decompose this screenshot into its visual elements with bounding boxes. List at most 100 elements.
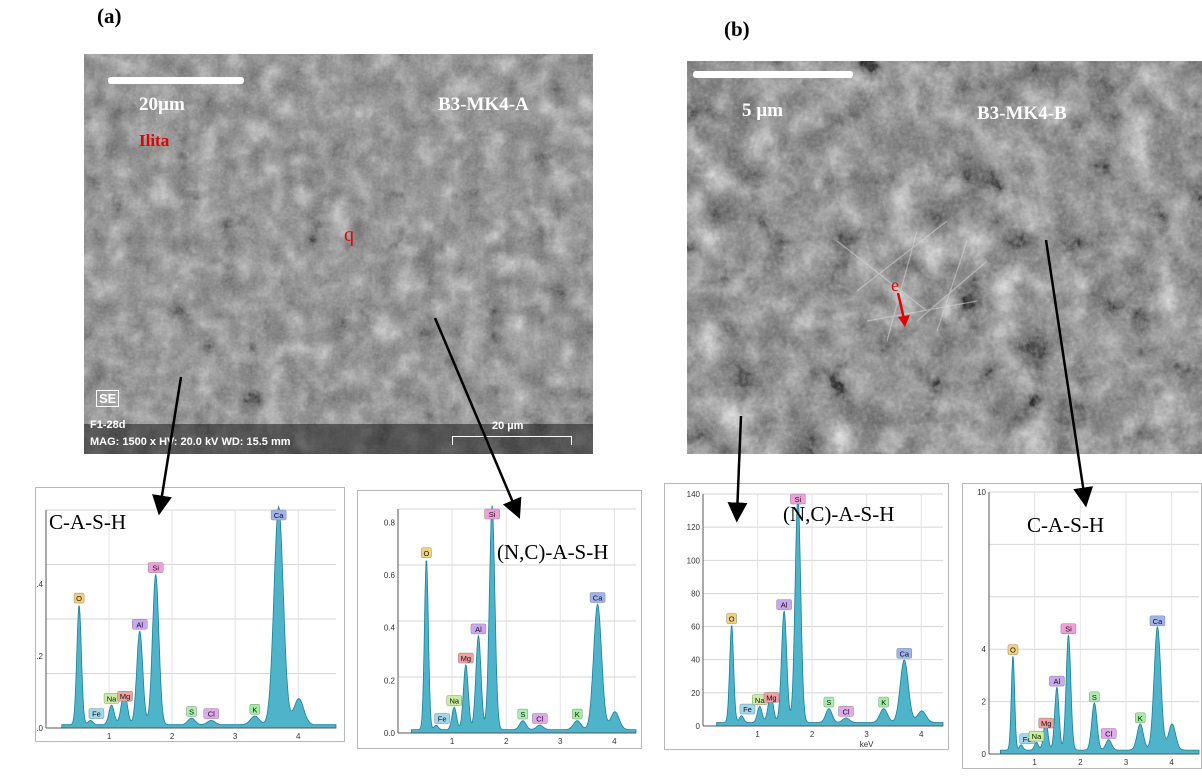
svg-text:K: K xyxy=(575,710,580,719)
y-tick-label: 0.6 xyxy=(384,571,396,580)
x-tick-label: 4 xyxy=(919,730,924,739)
peak-tag-al: Al xyxy=(776,599,792,610)
scale-label: 20µm xyxy=(139,94,185,115)
peak-tag-si: Si xyxy=(1060,623,1077,634)
peak-tag-s: S xyxy=(517,708,529,720)
peak-tag-fe: Fe xyxy=(88,708,105,719)
y-tick-label: 0.8 xyxy=(384,518,396,527)
peak-tag-mg: Mg xyxy=(1038,717,1054,729)
x-tick-label: 2 xyxy=(170,732,175,741)
svg-text:Fe: Fe xyxy=(743,705,752,714)
y-tick-label: 0.0 xyxy=(36,724,44,733)
svg-text:S: S xyxy=(826,698,831,707)
scale-bar-b xyxy=(693,71,853,78)
svg-text:Fe: Fe xyxy=(1023,735,1032,744)
svg-text:O: O xyxy=(423,549,429,558)
peak-tag-mg: Mg xyxy=(117,690,133,702)
svg-text:Al: Al xyxy=(475,625,482,634)
x-tick-label: 3 xyxy=(233,732,238,741)
phase-label-3: (N,C)-A-S-H xyxy=(783,502,895,526)
svg-text:Mg: Mg xyxy=(766,693,776,702)
specimen-label: F1-28d xyxy=(90,419,126,431)
svg-text:Na: Na xyxy=(107,694,117,703)
sem-texture-a xyxy=(84,54,593,454)
y-tick-label: 4 xyxy=(982,645,987,654)
scale-bar xyxy=(108,77,244,84)
peak-tag-al: Al xyxy=(131,619,148,630)
phase-label-4: C-A-S-H xyxy=(1027,513,1104,537)
eds-spectrum-3: 1 2 3 4 keV 0 20 40 60 80 100 120 140 O Fe Na Mg Al Si S Cl K… xyxy=(664,483,949,750)
svg-text:Fe: Fe xyxy=(438,715,447,724)
inner-scale-bar xyxy=(452,436,572,445)
y-tick-label: 0.2 xyxy=(36,652,44,661)
svg-text:Mg: Mg xyxy=(461,654,471,663)
y-tick-label: 140 xyxy=(687,490,701,499)
y-tick-label: 2 xyxy=(982,698,987,707)
inner-scale-label: 20 µm xyxy=(492,420,524,432)
x-tick-label: 4 xyxy=(296,732,301,741)
arrow-a-2 xyxy=(433,317,522,519)
panel-b-label: (b) xyxy=(724,17,750,41)
peak-tag-si: Si xyxy=(147,562,164,573)
peak-tag-fe: Fe xyxy=(434,713,450,724)
peak-tag-si: Si xyxy=(790,493,806,505)
y-tick-label: 0.2 xyxy=(384,676,396,685)
peak-tag-k: K xyxy=(571,708,583,720)
y-tick-label: 0.4 xyxy=(36,580,44,589)
x-axis-label: keV xyxy=(553,747,567,748)
svg-text:Cl: Cl xyxy=(842,707,849,716)
svg-text:S: S xyxy=(189,707,194,716)
x-axis-label: keV xyxy=(860,740,874,749)
scale-label-b: 5 µm xyxy=(742,100,784,121)
x-tick-label: 3 xyxy=(558,737,563,746)
spectrum-trace xyxy=(716,495,944,727)
peak-tag-o: O xyxy=(1007,644,1019,655)
svg-text:O: O xyxy=(1010,646,1016,655)
x-tick-label: 3 xyxy=(1124,758,1129,767)
svg-text:Si: Si xyxy=(795,495,802,504)
svg-text:K: K xyxy=(252,705,257,714)
phase-label-2: (N,C)-A-S-H xyxy=(497,540,609,564)
svg-text:Na: Na xyxy=(755,696,765,705)
peak-tag-al: Al xyxy=(1049,675,1065,687)
peak-tag-al: Al xyxy=(470,623,487,635)
eds-spectrum-4: 1234keV02410OFeNaMgAlSiSClKCa xyxy=(962,483,1202,769)
svg-text:Ca: Ca xyxy=(274,511,284,520)
peak-tag-ca: Ca xyxy=(589,592,606,603)
svg-text:O: O xyxy=(76,594,82,603)
y-tick-label: 40 xyxy=(691,656,700,665)
spectrum-trace xyxy=(999,625,1200,755)
x-tick-label: 2 xyxy=(1078,758,1083,767)
svg-text:Cl: Cl xyxy=(536,715,543,724)
panel-a-label: (a) xyxy=(97,4,122,28)
x-tick-label: 2 xyxy=(504,737,509,746)
y-tick-label: 20 xyxy=(691,689,700,698)
svg-text:K: K xyxy=(1138,714,1143,723)
y-tick-label: 0.4 xyxy=(384,624,396,633)
ettringite-marker: e xyxy=(891,275,899,295)
arrow-b-1 xyxy=(727,415,748,523)
y-tick-label: 0 xyxy=(696,722,701,731)
peak-tag-k: K xyxy=(1134,712,1146,724)
sem-image-b: 5 µm B3-MK4-B e xyxy=(687,61,1202,454)
x-tick-label: 2 xyxy=(810,730,815,739)
svg-text:Cl: Cl xyxy=(208,710,215,719)
peak-tag-o: O xyxy=(726,613,737,624)
arrow-b-2 xyxy=(1044,239,1094,508)
peak-tag-o: O xyxy=(421,547,432,559)
peak-tag-k: K xyxy=(249,704,261,715)
x-tick-label: 4 xyxy=(1169,758,1174,767)
arrow-a-1 xyxy=(152,376,183,516)
svg-text:Ca: Ca xyxy=(899,649,909,658)
peak-tag-fe: Fe xyxy=(739,703,756,715)
quartz-marker: q xyxy=(344,224,354,246)
y-tick-label: 10 xyxy=(977,488,986,497)
x-tick-label: 4 xyxy=(612,737,617,746)
peak-tag-na: Na xyxy=(446,695,463,706)
peak-tag-mg: Mg xyxy=(763,692,780,703)
sample-label: B3-MK4-A xyxy=(438,94,529,115)
peak-tag-na: Na xyxy=(1028,730,1045,742)
